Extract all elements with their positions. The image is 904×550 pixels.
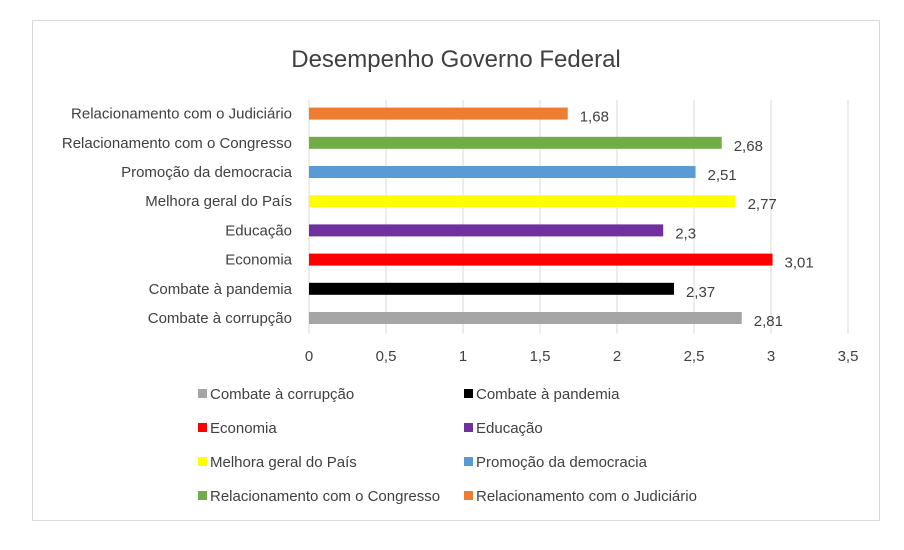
x-tick-label: 3,5 <box>838 348 859 365</box>
x-tick-label: 1 <box>459 348 467 365</box>
x-tick-label: 0 <box>305 348 313 365</box>
legend-label: Combate à pandemia <box>476 386 620 403</box>
labels: 0 0,5 1 1,5 2 2,5 3 3,5 Relacionamento com o Jud… <box>62 106 859 365</box>
bar <box>309 253 773 266</box>
legend-swatch <box>198 491 207 500</box>
data-label: 2,51 <box>708 167 737 184</box>
x-tick-label: 0,5 <box>376 348 397 365</box>
data-label: 2,37 <box>686 284 715 301</box>
category-label: Educação <box>225 222 292 239</box>
legend-label: Relacionamento com o Judiciário <box>476 488 697 505</box>
legend-swatch <box>198 423 207 432</box>
legend-label: Promoção da democracia <box>476 454 648 471</box>
legend-swatch <box>464 457 473 466</box>
legend-swatch <box>198 389 207 398</box>
x-tick-label: 3 <box>767 348 775 365</box>
legend-label: Relacionamento com o Congresso <box>210 488 440 505</box>
bar <box>309 282 674 295</box>
bars <box>309 107 773 324</box>
bar <box>309 224 664 237</box>
x-tick-label: 2 <box>613 348 621 365</box>
bar <box>309 136 722 149</box>
category-label: Combate à corrupção <box>148 310 292 327</box>
bar <box>309 195 736 208</box>
legend-swatch <box>198 457 207 466</box>
category-label: Relacionamento com o Judiciário <box>71 106 292 123</box>
gridlines <box>308 100 849 334</box>
category-label: Promoção da democracia <box>121 164 293 181</box>
data-label: 3,01 <box>785 255 814 272</box>
bar <box>309 312 742 324</box>
legend-swatch <box>464 491 473 500</box>
data-label: 2,68 <box>734 138 763 155</box>
data-label: 2,77 <box>748 196 777 213</box>
category-label: Combate à pandemia <box>149 281 293 298</box>
chart-frame <box>32 20 880 521</box>
legend: Combate à corrupção Combate à pandemia Eco… <box>198 386 697 505</box>
bar <box>309 107 568 120</box>
x-tick-label: 2,5 <box>684 348 705 365</box>
legend-swatch <box>464 423 473 432</box>
legend-swatch <box>464 389 473 398</box>
bar <box>309 166 696 178</box>
data-label: 2,3 <box>675 225 696 242</box>
legend-label: Educação <box>476 420 543 437</box>
data-label: 2,81 <box>754 313 783 330</box>
x-tick-label: 1,5 <box>530 348 551 365</box>
category-label: Economia <box>225 252 292 269</box>
chart-title: Desempenho Governo Federal <box>291 46 621 73</box>
category-label: Relacionamento com o Congresso <box>62 135 292 152</box>
legend-label: Combate à corrupção <box>210 386 354 403</box>
category-label: Melhora geral do País <box>145 193 292 210</box>
legend-label: Economia <box>210 420 277 437</box>
data-label: 1,68 <box>580 109 609 126</box>
legend-label: Melhora geral do País <box>210 454 357 471</box>
